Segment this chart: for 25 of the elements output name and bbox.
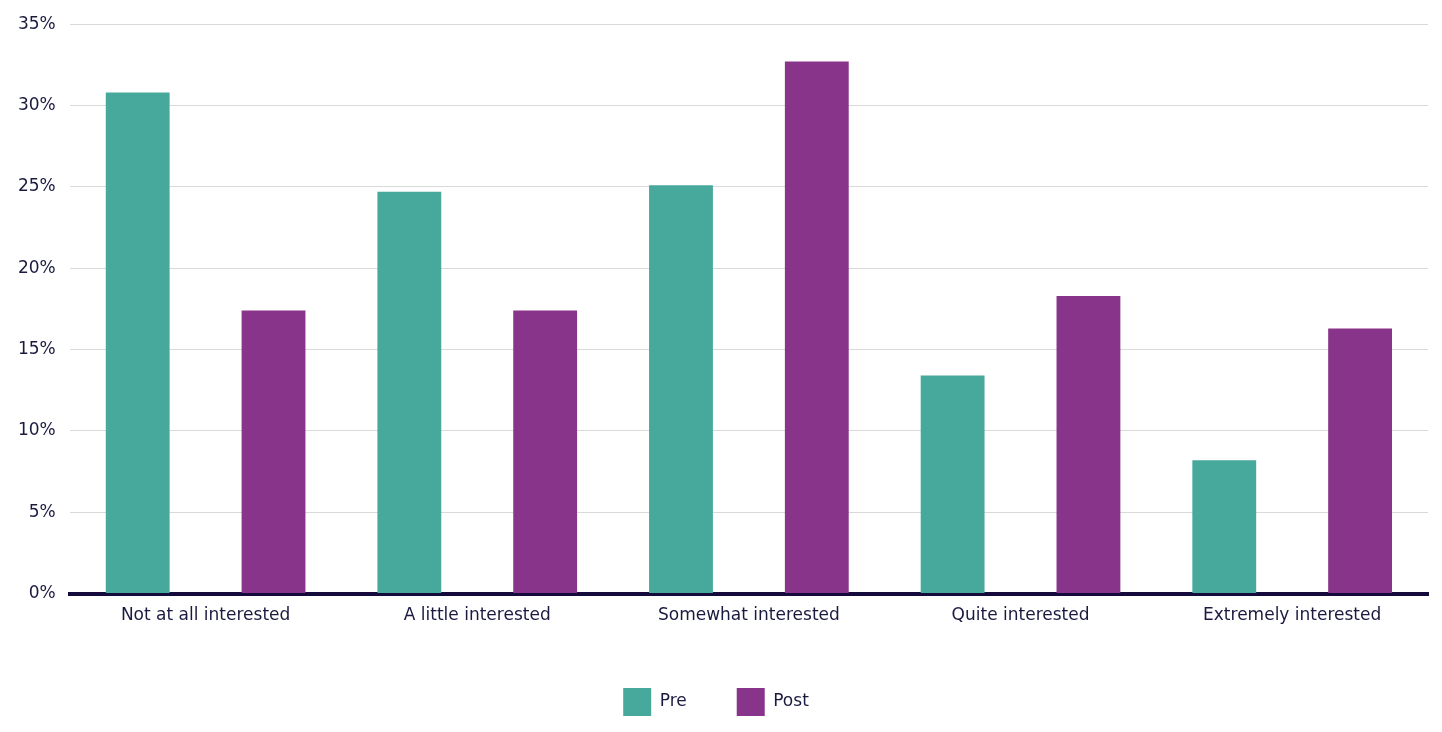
bar [513, 310, 578, 594]
bar [920, 375, 985, 594]
y-tick-label: 0% [28, 582, 56, 603]
y-tick-label: 35% [17, 12, 56, 33]
y-tick-label: 5% [28, 500, 56, 521]
bar [1192, 460, 1257, 594]
y-tick-label: 30% [17, 93, 56, 114]
bar [649, 185, 713, 594]
bar [377, 191, 442, 594]
bar [105, 92, 170, 594]
x-tick-label: Extremely interested [1203, 604, 1382, 625]
x-tick-label: Not at all interested [120, 604, 291, 625]
bar [1328, 328, 1393, 594]
y-tick-label: 20% [17, 256, 56, 277]
y-tick-label: 25% [17, 175, 56, 196]
x-tick-label: Quite interested [951, 604, 1090, 625]
bar [1056, 295, 1121, 594]
bar [241, 310, 306, 594]
y-tick-label: 10% [17, 419, 56, 440]
x-tick-label: A little interested [403, 604, 551, 625]
legend-label: Post [773, 690, 810, 711]
y-tick-label: 15% [17, 337, 56, 358]
legend-label: Pre [659, 690, 687, 711]
x-tick-label: Somewhat interested [657, 604, 840, 625]
bar [784, 61, 849, 594]
